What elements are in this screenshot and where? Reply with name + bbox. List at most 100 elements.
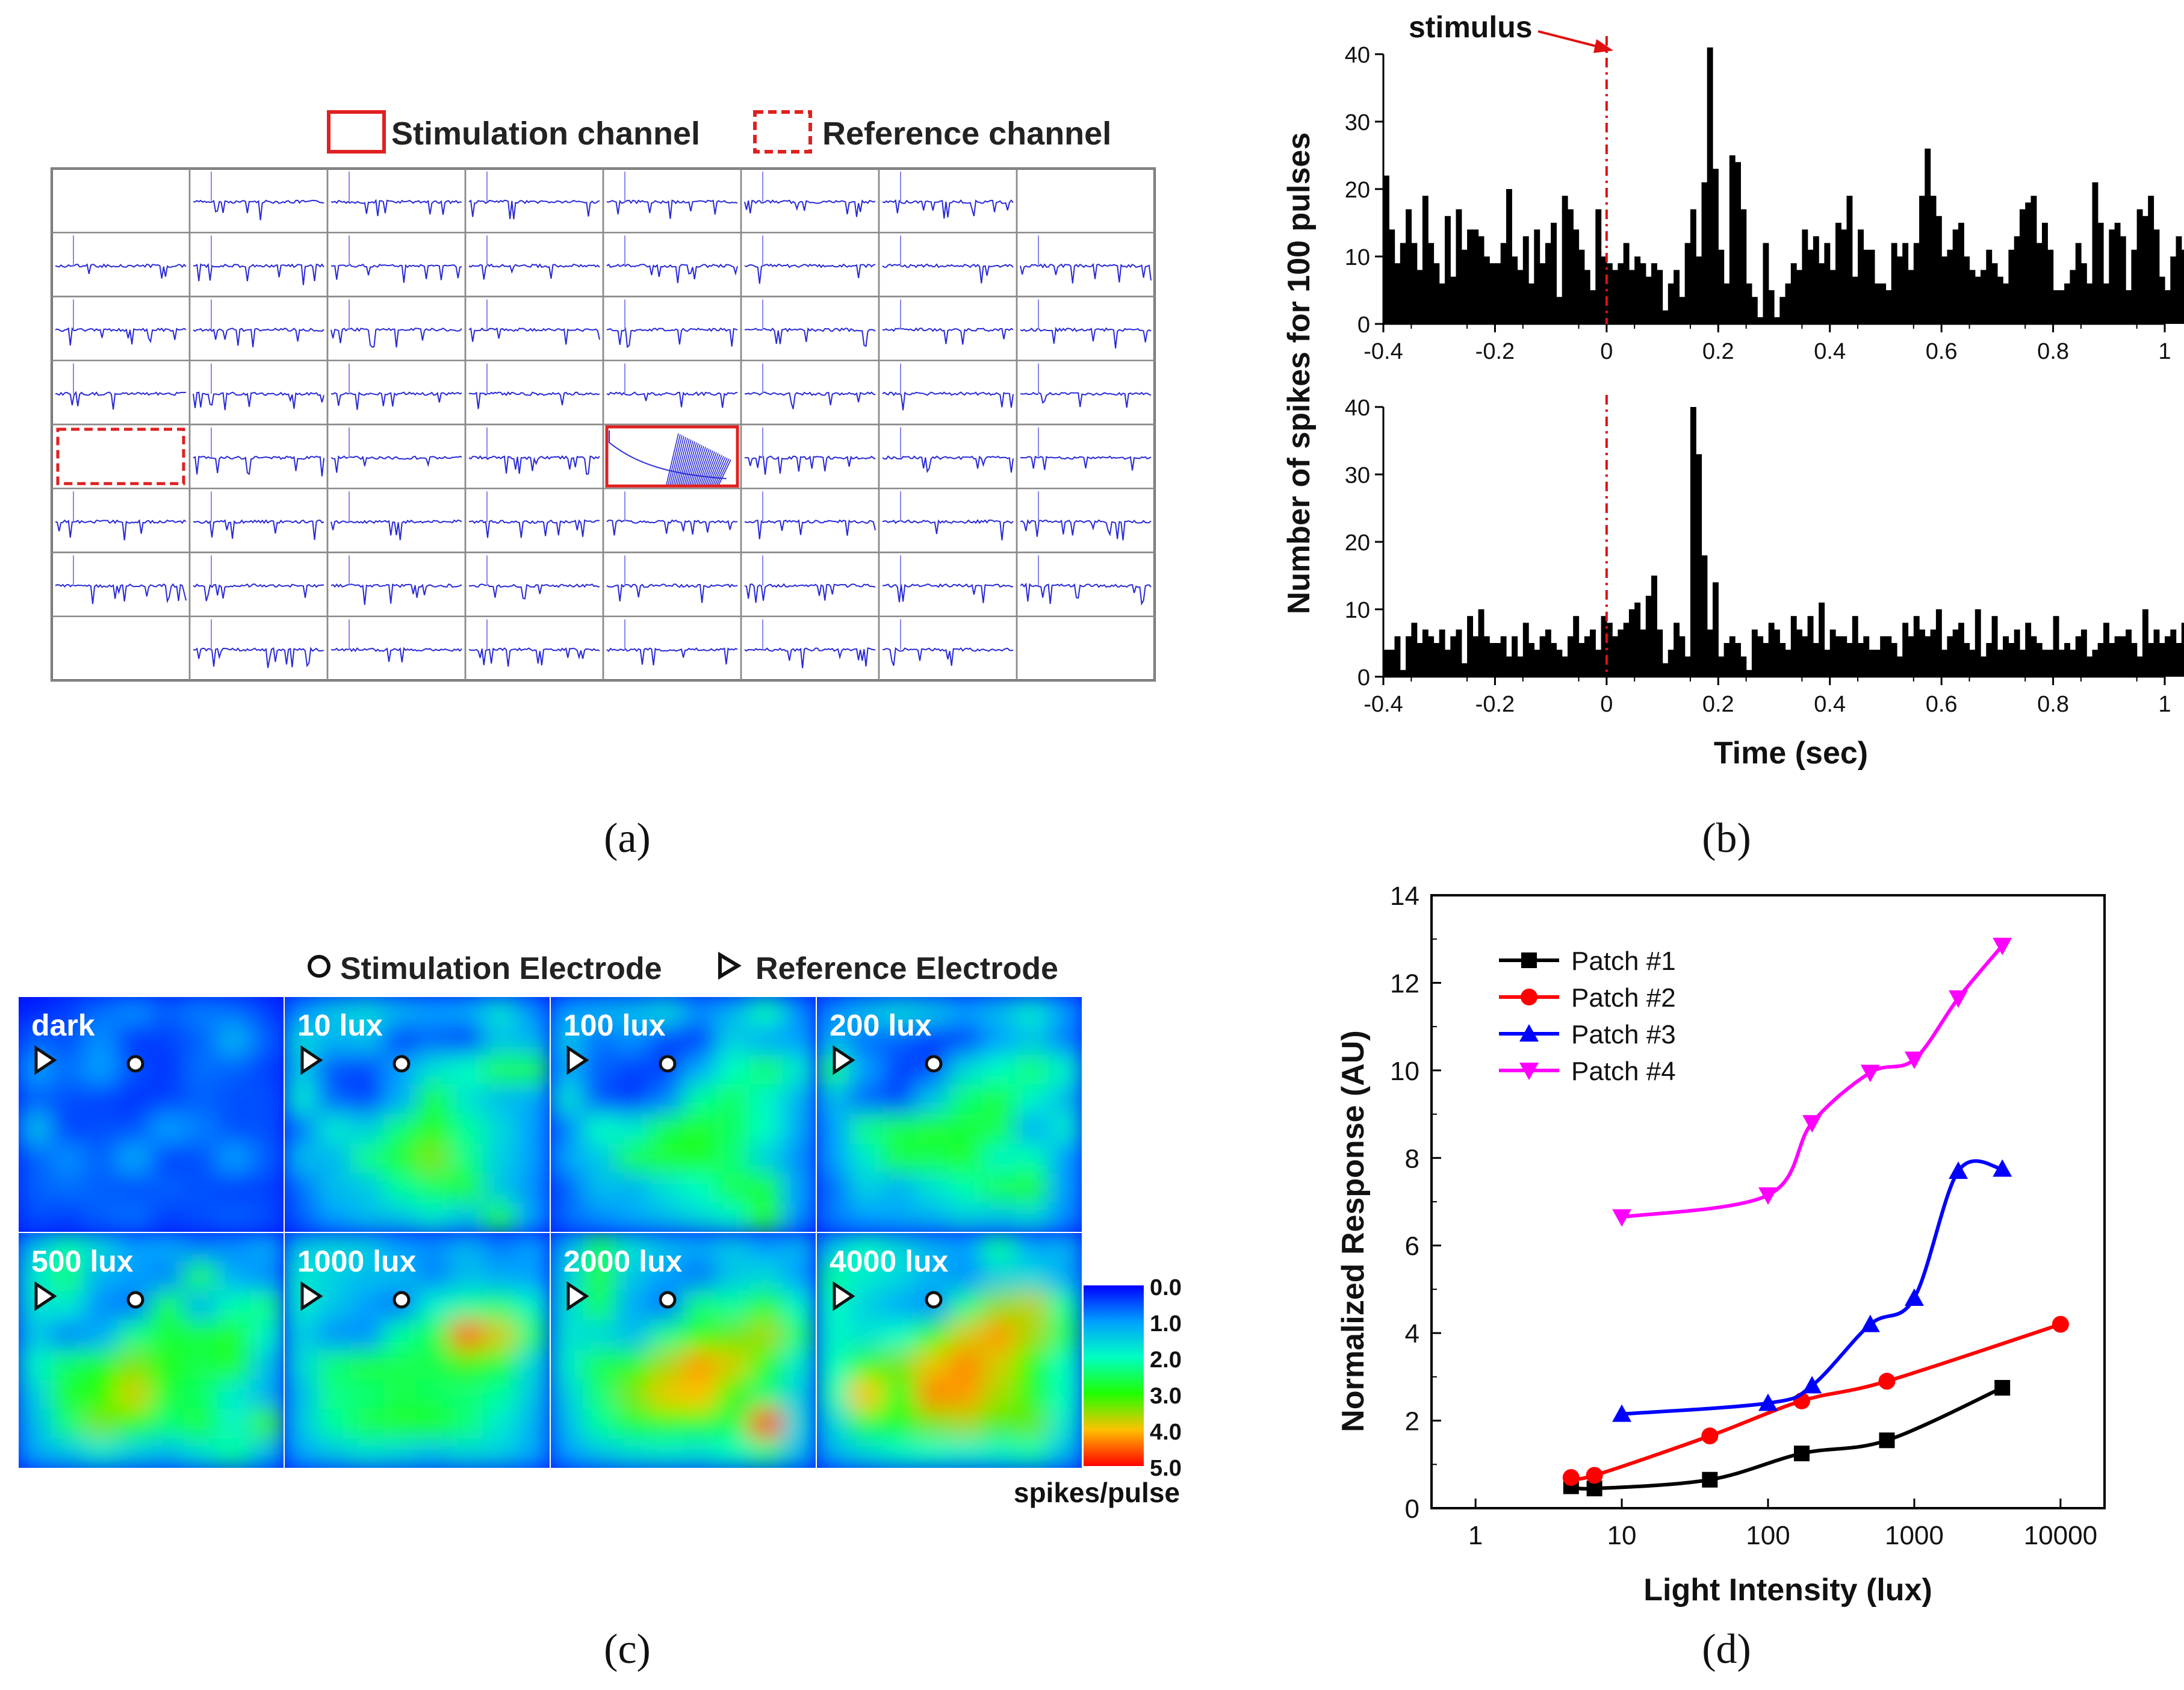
heatmap-cell bbox=[683, 1232, 718, 1263]
histogram-bar bbox=[1735, 162, 1741, 324]
heatmap-cell bbox=[516, 1409, 550, 1440]
histogram-bar bbox=[1952, 229, 1959, 324]
histogram-bar bbox=[1869, 249, 1875, 324]
heatmap-cell bbox=[849, 1232, 884, 1263]
histogram-bar bbox=[1824, 650, 1831, 677]
histogram-bar bbox=[1790, 616, 1797, 677]
histogram-bar bbox=[1874, 283, 1881, 324]
panel-b-xlabel: Time (sec) bbox=[1714, 736, 1868, 771]
histogram-bar bbox=[1651, 576, 1657, 677]
histogram-bar bbox=[2159, 276, 2165, 324]
heatmap-cell bbox=[284, 1084, 318, 1115]
histogram-bar bbox=[1500, 636, 1507, 677]
histogram-bar bbox=[1790, 263, 1797, 324]
histogram-bar bbox=[2170, 629, 2177, 677]
heatmap-cell bbox=[1015, 1084, 1050, 1115]
histogram-bar bbox=[2053, 616, 2059, 677]
histogram-bar bbox=[1534, 229, 1540, 324]
x-tick-label: 0 bbox=[1600, 692, 1613, 717]
histogram-bar bbox=[2003, 636, 2009, 677]
heatmap-cell bbox=[915, 1438, 951, 1468]
heatmap-tile-label: 4000 lux bbox=[830, 1244, 949, 1278]
heatmap-cell bbox=[882, 1350, 917, 1381]
reference-channel-box bbox=[56, 427, 185, 485]
histogram-bar bbox=[1858, 643, 1864, 677]
legend-marker bbox=[1521, 989, 1537, 1005]
heatmap-cell bbox=[217, 1261, 252, 1292]
histogram-bar bbox=[1807, 616, 1814, 677]
heatmap-cell bbox=[816, 1350, 851, 1381]
heatmap-cell bbox=[284, 1350, 318, 1381]
histogram-bar bbox=[1684, 656, 1691, 677]
heatmap-cell bbox=[982, 1173, 1017, 1204]
histogram-bar bbox=[1964, 643, 1970, 677]
histogram-bar bbox=[1925, 636, 1931, 677]
histogram-bar bbox=[1400, 669, 1406, 677]
heatmap-cell bbox=[915, 1143, 951, 1174]
histogram-bar bbox=[1991, 263, 1998, 324]
heatmap-cell bbox=[117, 1261, 152, 1292]
heatmap-cell bbox=[949, 1202, 984, 1232]
heatmap-cell bbox=[1048, 1025, 1082, 1056]
histogram-bar bbox=[1601, 256, 1607, 324]
heatmap-cell bbox=[317, 1409, 352, 1440]
heatmap-cell bbox=[982, 1114, 1017, 1145]
histogram-bar bbox=[1718, 656, 1725, 677]
heatmap-cell bbox=[250, 1055, 284, 1086]
histogram-bar bbox=[1450, 636, 1457, 677]
heatmap-cell bbox=[217, 1202, 252, 1232]
heatmap-cell bbox=[1015, 1025, 1050, 1056]
heatmap-tile-label: 1000 lux bbox=[297, 1244, 417, 1278]
heatmap-cell bbox=[816, 1114, 851, 1145]
heatmap-cell bbox=[1015, 1261, 1050, 1292]
heatmap-cell bbox=[317, 1320, 352, 1351]
heatmap-cell bbox=[483, 1173, 518, 1204]
heatmap-cell bbox=[284, 996, 318, 1027]
data-point bbox=[2052, 1316, 2069, 1333]
heatmap-cell bbox=[915, 1379, 951, 1410]
heatmap-cell bbox=[782, 1173, 816, 1204]
channel-trace bbox=[55, 583, 187, 604]
histogram-bar bbox=[1679, 297, 1686, 324]
heatmap-cell bbox=[1048, 1114, 1082, 1145]
heatmap-cell bbox=[383, 1143, 418, 1174]
panel-d-xlabel: Light Intensity (lux) bbox=[1643, 1573, 1932, 1608]
heatmap-cell bbox=[383, 1350, 418, 1381]
heatmap-cell bbox=[417, 1320, 451, 1351]
histogram-bar bbox=[1428, 243, 1435, 324]
heatmap-cell bbox=[317, 1173, 352, 1204]
heatmap-cell bbox=[949, 996, 984, 1027]
heatmap-cell bbox=[583, 1438, 618, 1468]
panel-c-legend: Stimulation Electrode Reference Electrod… bbox=[308, 951, 1058, 986]
histogram-bar bbox=[1590, 290, 1596, 324]
histogram-bar bbox=[1416, 270, 1423, 324]
heatmap-cell bbox=[816, 1202, 851, 1232]
channel-trace bbox=[606, 519, 738, 536]
heatmap-cell bbox=[1015, 1173, 1050, 1204]
histogram-bar bbox=[1802, 636, 1808, 677]
heatmap-cell bbox=[949, 1409, 984, 1440]
histogram-bar bbox=[1489, 263, 1496, 324]
heatmap-cell bbox=[184, 1438, 219, 1468]
stimulation-artifact-trace bbox=[678, 440, 692, 485]
x-tick-label: 1000 bbox=[1885, 1521, 1944, 1550]
histogram-bar bbox=[2131, 249, 2138, 324]
stimulation-artifact-trace bbox=[709, 455, 722, 485]
heatmap-cell bbox=[350, 1114, 385, 1145]
heatmap-cell bbox=[483, 996, 518, 1027]
stimulation-electrode-marker bbox=[126, 1291, 144, 1309]
histogram-bar bbox=[1735, 643, 1741, 677]
histogram-bar bbox=[1416, 643, 1423, 677]
histogram-bar bbox=[1651, 263, 1657, 324]
heatmap-cell bbox=[217, 1291, 252, 1322]
heatmap-cell bbox=[350, 1261, 385, 1292]
data-point bbox=[1904, 1288, 1924, 1306]
heatmap-cell bbox=[649, 1261, 684, 1292]
channel-trace bbox=[468, 263, 600, 280]
heatmap-cell bbox=[1048, 1143, 1082, 1174]
heatmap-cell bbox=[117, 1143, 152, 1174]
histogram-bar bbox=[2170, 256, 2177, 324]
heatmap-cell bbox=[583, 1350, 618, 1381]
channel-trace bbox=[193, 328, 324, 347]
heatmap-cell bbox=[450, 1232, 485, 1263]
